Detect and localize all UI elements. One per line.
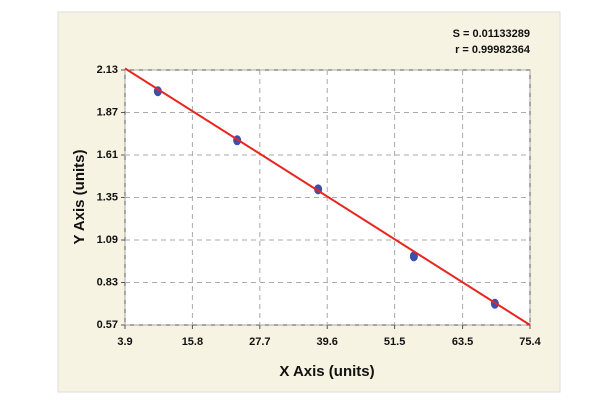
y-tick-label: 1.87 [97, 106, 118, 118]
x-tick-label: 51.5 [384, 336, 405, 348]
y-tick-label: 1.09 [97, 234, 118, 246]
y-axis-title: Y Axis (units) [71, 149, 88, 244]
annotation: S = 0.01133289 [453, 28, 530, 40]
x-tick-label: 75.4 [519, 336, 541, 348]
y-tick-label: 0.83 [97, 276, 118, 288]
x-axis-title: X Axis (units) [279, 363, 374, 380]
x-tick-label: 63.5 [452, 336, 473, 348]
x-tick-label: 3.9 [117, 336, 132, 348]
annotation: r = 0.99982364 [455, 44, 531, 56]
x-tick-label: 27.7 [249, 336, 270, 348]
fit-line [124, 67, 531, 326]
y-tick-label: 1.35 [97, 191, 118, 203]
x-tick-label: 39.6 [317, 336, 338, 348]
x-tick-label: 15.8 [182, 336, 203, 348]
y-tick-label: 2.13 [97, 64, 118, 76]
y-tick-label: 1.61 [97, 149, 118, 161]
y-tick-label: 0.57 [97, 319, 118, 331]
